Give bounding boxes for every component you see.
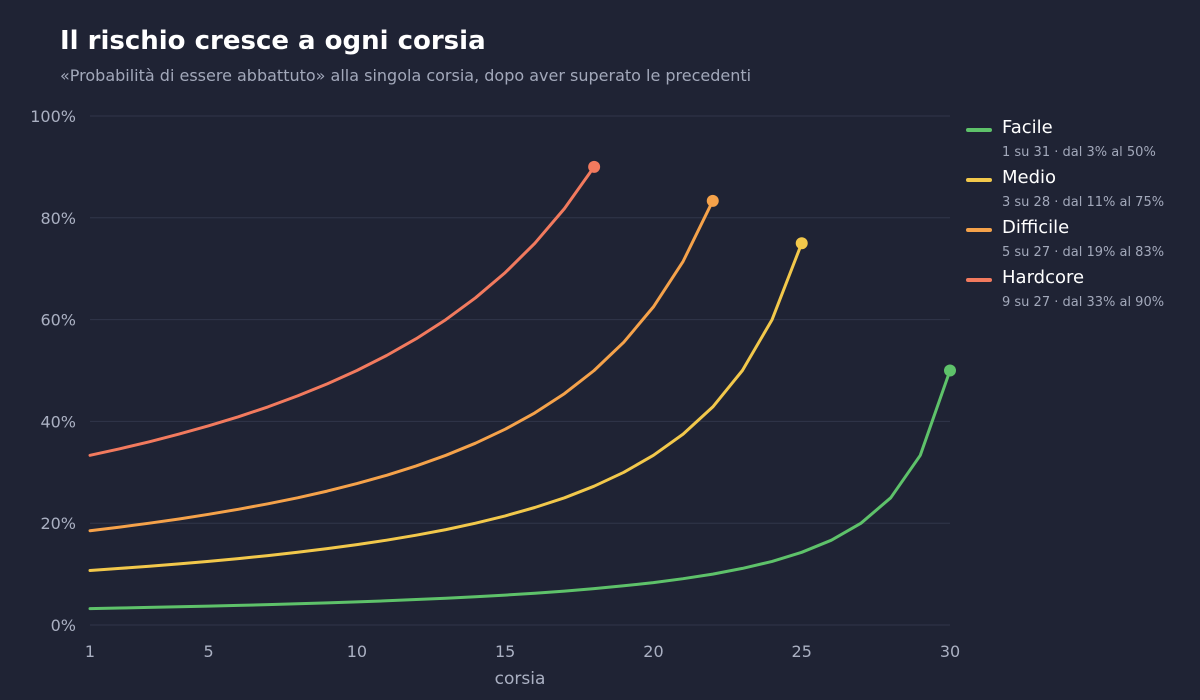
legend-name-medio: Medio: [1002, 167, 1057, 188]
x-tick-label-20: 20: [643, 642, 663, 661]
x-axis-ticks: 1 5 10 15 20 25 30: [85, 642, 960, 661]
chart-title: Il rischio cresce a ogni corsia: [60, 26, 486, 56]
series-endpoint-medio: [795, 237, 808, 250]
y-tick-label-20: 20%: [40, 514, 76, 533]
series-line-medio: [88, 241, 804, 572]
x-tick-label-1: 1: [85, 642, 95, 661]
series-endpoint-difficile: [706, 194, 719, 207]
legend-detail-hardcore: 9 su 27 · dal 33% al 90%: [1002, 295, 1165, 310]
legend-name-difficile: Difficile: [1002, 217, 1070, 238]
x-tick-label-30: 30: [940, 642, 960, 661]
legend-name-hardcore: Hardcore: [1002, 267, 1085, 288]
series-line-hardcore: [88, 165, 596, 457]
legend-detail-medio: 3 su 28 · dal 11% al 75%: [1002, 195, 1165, 210]
grid-lines: [90, 115, 950, 626]
y-tick-label-40: 40%: [40, 412, 76, 431]
chart-subtitle: «Probabilità di essere abbattuto» alla s…: [60, 66, 752, 85]
series-lines: [88, 165, 952, 611]
legend-item-medio: Medio 3 su 28 · dal 11% al 75%: [966, 166, 1196, 216]
legend-item-facile: Facile 1 su 31 · dal 3% al 50%: [966, 116, 1196, 166]
series-line-facile: [88, 369, 952, 611]
legend-swatch-medio: [966, 178, 992, 182]
y-axis-ticks: 0% 20% 40% 60% 80% 100%: [30, 107, 76, 635]
legend-detail-difficile: 5 su 27 · dal 19% al 83%: [1002, 245, 1165, 260]
legend-swatch-hardcore: [966, 278, 992, 282]
x-tick-label-25: 25: [792, 642, 812, 661]
series-endpoint-hardcore: [588, 160, 601, 173]
series-line-difficile: [88, 199, 715, 533]
legend-swatch-facile: [966, 128, 992, 132]
y-tick-label-80: 80%: [40, 209, 76, 228]
legend-swatch-difficile: [966, 228, 992, 232]
y-tick-label-0: 0%: [51, 616, 76, 635]
legend-detail-facile: 1 su 31 · dal 3% al 50%: [1002, 145, 1156, 160]
y-tick-label-100: 100%: [30, 107, 76, 126]
legend-item-hardcore: Hardcore 9 su 27 · dal 33% al 90%: [966, 266, 1196, 316]
legend: Facile 1 su 31 · dal 3% al 50% Medio 3 s…: [966, 116, 1196, 316]
series-endpoints: [588, 160, 956, 377]
series-endpoint-facile: [944, 364, 956, 377]
x-tick-label-15: 15: [495, 642, 515, 661]
x-tick-label-5: 5: [204, 642, 214, 661]
legend-item-difficile: Difficile 5 su 27 · dal 19% al 83%: [966, 216, 1196, 266]
legend-name-facile: Facile: [1002, 117, 1053, 138]
y-tick-label-60: 60%: [40, 311, 76, 330]
x-axis-title: corsia: [495, 669, 546, 689]
x-tick-label-10: 10: [347, 642, 367, 661]
